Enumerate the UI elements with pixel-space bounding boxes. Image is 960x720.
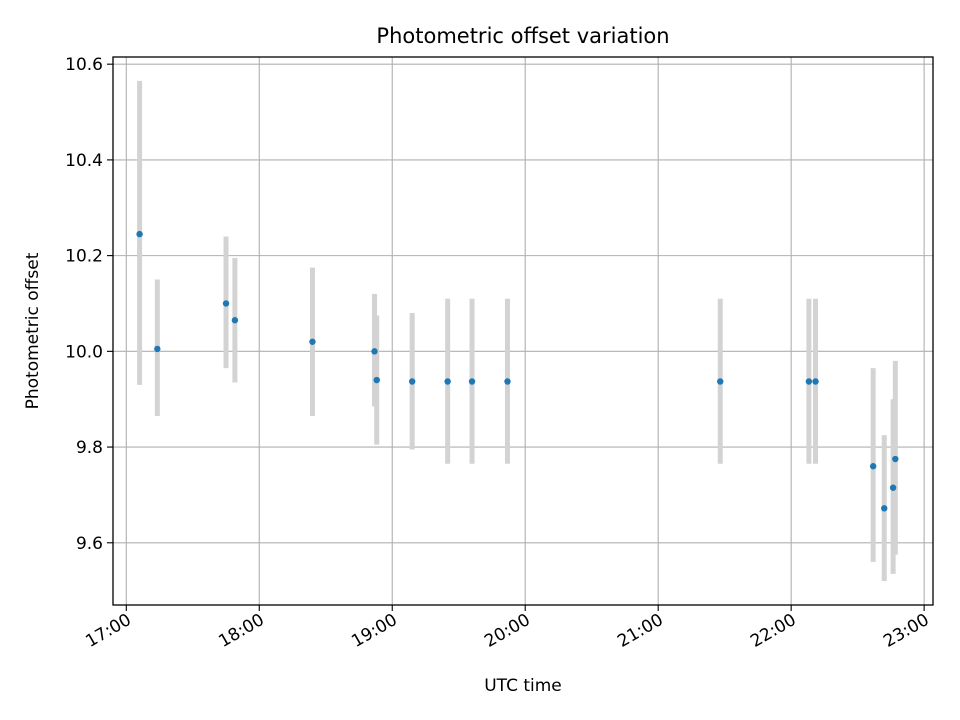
y-tick-label: 10.4 (65, 151, 103, 171)
data-point (869, 463, 877, 470)
chart-title: Photometric offset variation (376, 24, 669, 48)
data-point (371, 348, 378, 355)
y-tick-label: 9.8 (76, 438, 103, 458)
data-point (136, 230, 143, 238)
plot-area-frame (112, 56, 934, 606)
data-point (805, 378, 813, 385)
data-point (889, 484, 897, 491)
x-axis-label: UTC time (484, 676, 562, 696)
y-tick-label: 10.0 (65, 342, 103, 362)
data-points (136, 230, 899, 512)
y-tick-label: 10.2 (65, 247, 103, 267)
data-point (373, 376, 380, 384)
data-point (154, 345, 161, 353)
data-point (468, 378, 476, 385)
data-point (881, 505, 888, 512)
data-point (892, 455, 899, 463)
data-point (504, 378, 511, 385)
data-point (309, 338, 316, 345)
data-point (408, 378, 416, 385)
y-tick-label: 9.6 (76, 534, 103, 554)
grid-lines (113, 57, 933, 605)
data-point (222, 300, 230, 307)
data-point (444, 378, 451, 385)
data-point (812, 378, 819, 385)
y-tick-label: 10.6 (65, 55, 103, 75)
y-axis-label: Photometric offset (23, 252, 43, 409)
data-point (717, 378, 724, 385)
data-point (231, 317, 239, 324)
